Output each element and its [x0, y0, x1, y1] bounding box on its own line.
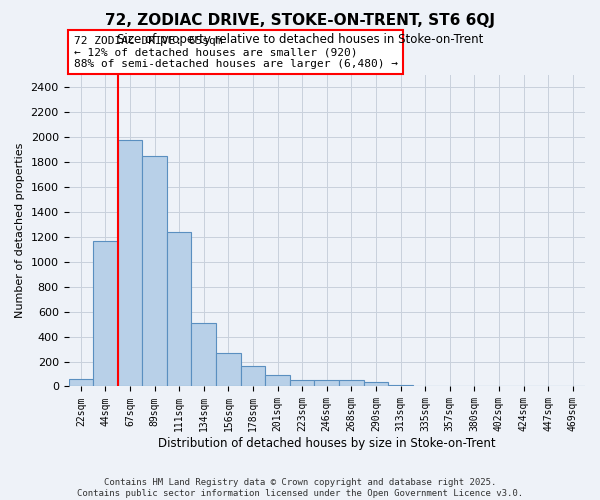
Bar: [216, 353, 241, 386]
Bar: [142, 156, 167, 386]
Text: 72, ZODIAC DRIVE, STOKE-ON-TRENT, ST6 6QJ: 72, ZODIAC DRIVE, STOKE-ON-TRENT, ST6 6Q…: [105, 12, 495, 28]
Bar: [118, 140, 142, 386]
Bar: [68, 379, 93, 386]
Text: 72 ZODIAC DRIVE: 65sqm
← 12% of detached houses are smaller (920)
88% of semi-de: 72 ZODIAC DRIVE: 65sqm ← 12% of detached…: [74, 36, 398, 69]
Bar: [93, 240, 118, 386]
Y-axis label: Number of detached properties: Number of detached properties: [15, 143, 25, 318]
Bar: [241, 366, 265, 386]
Bar: [388, 385, 413, 386]
Bar: [290, 380, 314, 386]
Bar: [191, 323, 216, 386]
Text: Contains HM Land Registry data © Crown copyright and database right 2025.
Contai: Contains HM Land Registry data © Crown c…: [77, 478, 523, 498]
Bar: [314, 380, 339, 386]
Bar: [265, 376, 290, 386]
Bar: [364, 382, 388, 386]
X-axis label: Distribution of detached houses by size in Stoke-on-Trent: Distribution of detached houses by size …: [158, 437, 496, 450]
Text: Size of property relative to detached houses in Stoke-on-Trent: Size of property relative to detached ho…: [117, 32, 483, 46]
Bar: [167, 232, 191, 386]
Bar: [339, 380, 364, 386]
